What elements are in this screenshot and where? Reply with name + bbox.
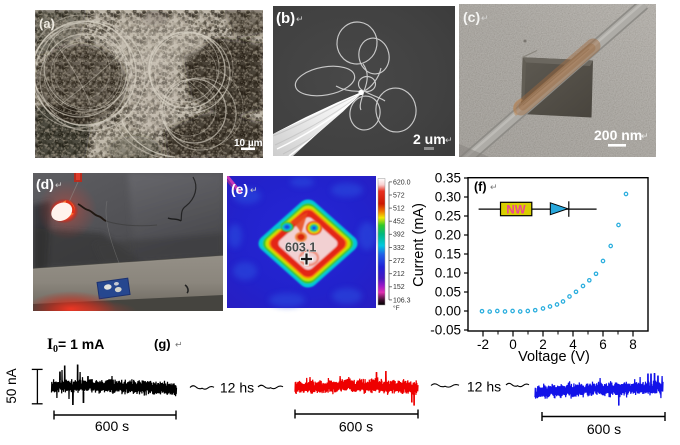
svg-text:(g): (g) [154, 337, 171, 352]
svg-text:(c): (c) [463, 9, 480, 25]
svg-text:°F: °F [393, 304, 400, 312]
svg-text:↵: ↵ [445, 135, 453, 145]
svg-text:2: 2 [539, 337, 547, 352]
svg-text:(d): (d) [36, 176, 54, 192]
svg-text:↵: ↵ [250, 185, 258, 195]
svg-text:0.10: 0.10 [435, 266, 461, 281]
svg-text:0.00: 0.00 [435, 304, 461, 319]
svg-text:600 s: 600 s [339, 419, 373, 435]
svg-text:2 um: 2 um [413, 131, 446, 147]
svg-text:6: 6 [599, 337, 607, 352]
svg-text:512: 512 [393, 206, 405, 213]
svg-text:12 hs: 12 hs [467, 379, 501, 395]
svg-text:-2: -2 [477, 337, 489, 352]
svg-text:10 µm: 10 µm [234, 138, 263, 149]
svg-text:↵: ↵ [490, 182, 498, 192]
svg-text:0.15: 0.15 [435, 247, 461, 262]
svg-text:0.30: 0.30 [435, 190, 461, 205]
svg-text:8: 8 [629, 337, 637, 352]
svg-text:0.05: 0.05 [435, 285, 461, 300]
svg-text:572: 572 [393, 192, 405, 199]
svg-text:620.0: 620.0 [393, 179, 411, 186]
svg-text:(a): (a) [39, 16, 55, 31]
svg-text:0.25: 0.25 [435, 209, 461, 224]
svg-text:50 nA: 50 nA [4, 368, 19, 403]
svg-text:106.3: 106.3 [393, 297, 411, 304]
svg-text:(f): (f) [474, 180, 487, 194]
svg-text:272: 272 [393, 258, 405, 265]
svg-text:0: 0 [509, 337, 517, 352]
svg-text:0.35: 0.35 [435, 171, 461, 186]
svg-text:152: 152 [393, 284, 405, 291]
svg-text:-0.05: -0.05 [430, 323, 461, 338]
svg-text:↵: ↵ [641, 131, 649, 141]
svg-text:(b): (b) [276, 10, 295, 27]
svg-text:Voltage (V): Voltage (V) [518, 349, 590, 365]
svg-text:NW: NW [506, 205, 525, 217]
svg-text:12 hs: 12 hs [220, 380, 254, 396]
svg-text:603.1: 603.1 [285, 241, 316, 255]
svg-text:600 s: 600 s [95, 418, 129, 434]
svg-text:392: 392 [393, 232, 405, 239]
svg-text:Current (mA): Current (mA) [411, 203, 427, 287]
svg-text:600 s: 600 s [587, 421, 621, 437]
svg-text:332: 332 [393, 245, 405, 252]
svg-text:↵: ↵ [481, 13, 489, 23]
svg-text:↵: ↵ [175, 340, 183, 350]
svg-text:452: 452 [393, 219, 405, 226]
svg-text:I0= 1 mA: I0= 1 mA [47, 336, 104, 355]
svg-text:↵: ↵ [296, 14, 304, 24]
svg-text:(e): (e) [231, 181, 248, 197]
svg-text:4: 4 [569, 337, 577, 352]
svg-text:↵: ↵ [55, 180, 63, 190]
svg-text:212: 212 [393, 271, 405, 278]
svg-text:0.20: 0.20 [435, 228, 461, 243]
svg-text:200 nm: 200 nm [594, 127, 642, 143]
